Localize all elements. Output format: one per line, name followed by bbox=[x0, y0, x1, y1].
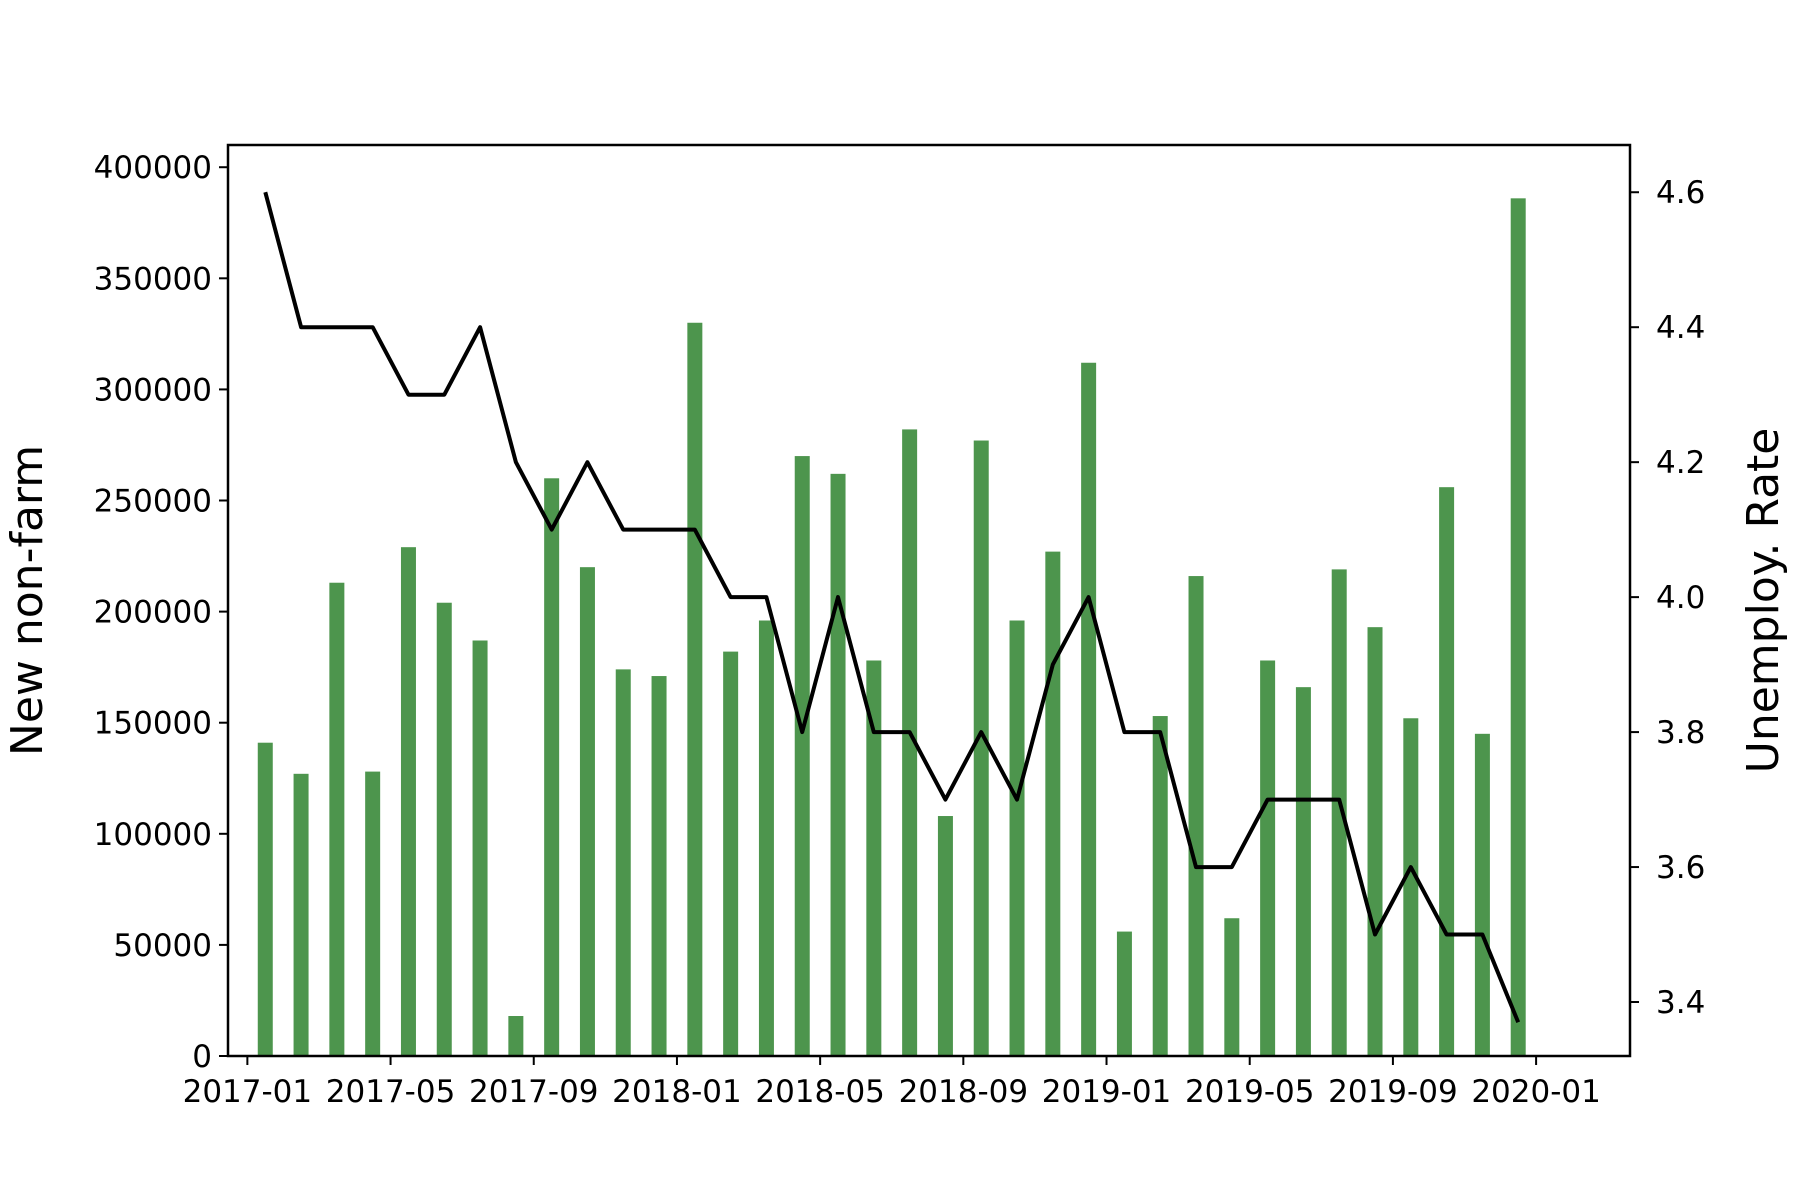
bar-2017-12 bbox=[651, 676, 667, 1056]
bar-2018-06 bbox=[866, 660, 882, 1056]
x-tick-label: 2019-01 bbox=[1042, 1074, 1172, 1110]
bar-2017-10 bbox=[579, 567, 595, 1056]
x-axis: 2017-01 2017-05 2017-09 2018-01 2018-05 2018-… bbox=[183, 1056, 1601, 1110]
bar-2018-12 bbox=[1081, 362, 1097, 1056]
bar-2018-01 bbox=[687, 322, 703, 1056]
left-tick-label: 200000 bbox=[94, 595, 212, 631]
x-tick-label: 2017-01 bbox=[183, 1074, 313, 1110]
bar-2019-10 bbox=[1439, 487, 1455, 1056]
x-tick-label: 2018-09 bbox=[899, 1074, 1029, 1110]
left-tick-label: 350000 bbox=[94, 261, 212, 297]
bar-2017-05 bbox=[400, 547, 416, 1056]
right-y-axis: 3.4 3.6 3.8 4.0 4.2 4.4 4.6 bbox=[1630, 175, 1705, 1021]
right-tick-label: 4.0 bbox=[1656, 580, 1705, 616]
bar-2019-09 bbox=[1403, 718, 1419, 1056]
bar-2017-02 bbox=[293, 773, 309, 1056]
right-tick-label: 3.8 bbox=[1656, 715, 1705, 751]
plot-frame bbox=[226, 143, 1632, 1058]
bar-2019-03 bbox=[1188, 576, 1204, 1056]
x-tick-label: 2018-05 bbox=[755, 1074, 885, 1110]
left-tick-label: 150000 bbox=[94, 706, 212, 742]
bar-2017-01 bbox=[257, 742, 273, 1056]
right-tick-label: 3.4 bbox=[1656, 985, 1705, 1021]
x-tick-label: 2019-05 bbox=[1185, 1074, 1315, 1110]
left-tick-label: 100000 bbox=[94, 817, 212, 853]
right-tick-label: 4.4 bbox=[1656, 310, 1705, 346]
bar-2019-11 bbox=[1474, 733, 1490, 1056]
left-y-axis: 0 50000 100000 150000 200000 250000 300000 3500… bbox=[94, 150, 228, 1075]
right-axis-title: Unemploy. Rate bbox=[1738, 428, 1789, 774]
bar-2017-09 bbox=[544, 478, 560, 1056]
bar-2017-08 bbox=[508, 1016, 524, 1056]
bar-2017-04 bbox=[365, 771, 381, 1056]
left-tick-label: 300000 bbox=[94, 372, 212, 408]
bar-2017-06 bbox=[436, 602, 452, 1056]
left-tick-label: 250000 bbox=[94, 484, 212, 520]
bar-2018-10 bbox=[1009, 620, 1025, 1056]
bar-2018-09 bbox=[973, 440, 989, 1056]
bar-2019-06 bbox=[1295, 687, 1311, 1056]
x-tick-label: 2017-09 bbox=[469, 1074, 599, 1110]
bar-2018-04 bbox=[794, 456, 810, 1056]
left-tick-label: 0 bbox=[192, 1039, 212, 1075]
x-tick-label: 2017-05 bbox=[326, 1074, 456, 1110]
bar-2018-02 bbox=[723, 651, 739, 1056]
bar-2017-11 bbox=[615, 669, 631, 1056]
right-tick-label: 4.6 bbox=[1656, 175, 1705, 211]
x-tick-label: 2018-01 bbox=[612, 1074, 742, 1110]
left-tick-label: 400000 bbox=[94, 150, 212, 186]
bar-series bbox=[257, 198, 1526, 1057]
left-tick-label: 50000 bbox=[113, 928, 212, 964]
bar-2018-03 bbox=[758, 620, 774, 1056]
bar-2018-07 bbox=[902, 429, 918, 1056]
bar-2019-04 bbox=[1224, 918, 1240, 1056]
bar-2019-01 bbox=[1116, 931, 1132, 1056]
x-tick-label: 2020-01 bbox=[1471, 1074, 1601, 1110]
left-axis-title: New non-farm bbox=[2, 445, 53, 756]
bar-2018-05 bbox=[830, 473, 846, 1057]
bar-2018-11 bbox=[1045, 551, 1061, 1056]
bar-2019-07 bbox=[1331, 569, 1347, 1056]
bar-2017-03 bbox=[329, 582, 345, 1056]
bar-2017-07 bbox=[472, 640, 488, 1056]
right-tick-label: 3.6 bbox=[1656, 850, 1705, 886]
unemployment-rate-line bbox=[263, 191, 1521, 1024]
bar-2019-08 bbox=[1367, 627, 1383, 1056]
bar-2019-02 bbox=[1152, 716, 1168, 1056]
bar-2019-12 bbox=[1510, 198, 1526, 1056]
bar-2019-05 bbox=[1260, 660, 1276, 1056]
x-tick-label: 2019-09 bbox=[1328, 1074, 1458, 1110]
right-tick-label: 4.2 bbox=[1656, 445, 1705, 481]
bar-2018-08 bbox=[937, 816, 953, 1056]
